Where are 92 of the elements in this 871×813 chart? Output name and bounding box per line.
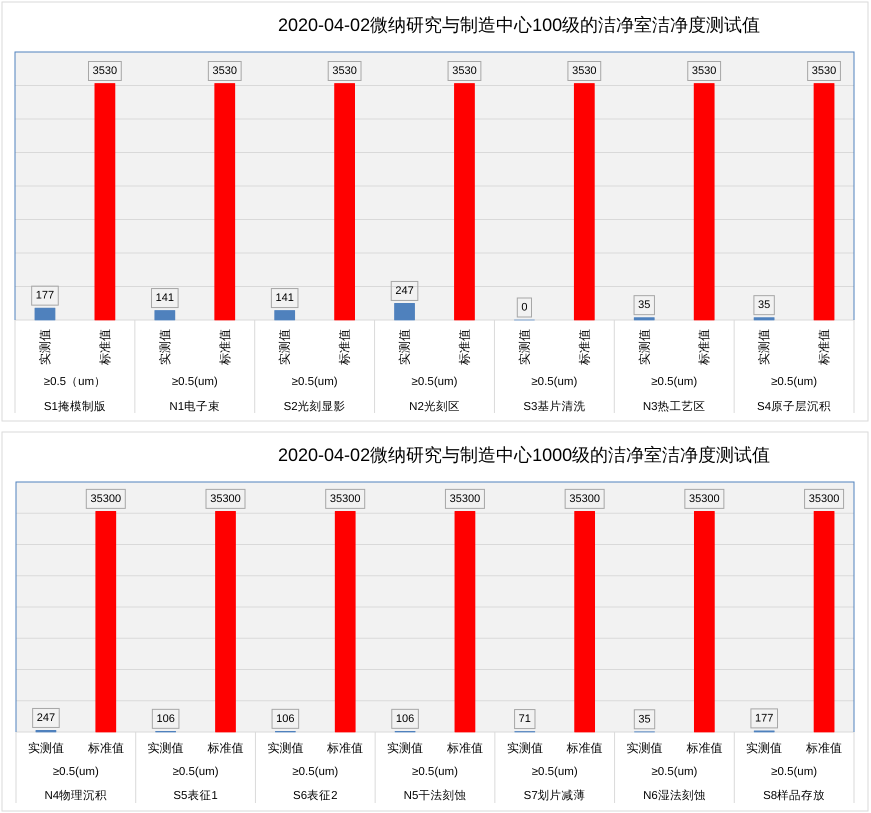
text: 实测值	[387, 741, 424, 755]
bar	[574, 83, 595, 320]
bar	[95, 510, 116, 732]
data-label: 247	[395, 284, 414, 297]
data-label: 3530	[92, 64, 118, 77]
bar	[454, 83, 475, 320]
text: 标准值	[218, 329, 232, 365]
data-label: 35300	[808, 492, 840, 505]
text: 实测值	[506, 741, 543, 755]
bar	[814, 83, 834, 320]
text: 实测值	[278, 329, 292, 365]
bar	[574, 510, 596, 732]
x-tick-label: ≥0.5(um) N6湿法刻蚀	[643, 766, 706, 802]
data-label: 3530	[812, 64, 836, 77]
bar	[334, 83, 355, 320]
data-label: 35	[638, 299, 650, 312]
text: 实测值	[28, 741, 64, 755]
text: 标准值	[208, 741, 244, 755]
x-tick-label: ≥0.5(um) N5干法刻蚀	[404, 766, 466, 802]
bar	[274, 310, 296, 320]
x-tick-label: ≥0.5(um) S4原子层沉积	[757, 376, 832, 413]
data-label: 106	[156, 712, 175, 725]
x-tick-label: ≥0.5(um) S3基片清洗	[523, 376, 586, 413]
text: 实测值	[626, 741, 662, 755]
data-label: 247	[36, 712, 56, 724]
text: 标准值	[98, 329, 112, 366]
bar	[694, 83, 715, 320]
data-label: 3530	[692, 64, 716, 77]
bar	[154, 310, 176, 320]
x-tick-label: ≥0.5(um) S8样品存放	[763, 766, 826, 802]
x-tick-label: ≥0.5(um) S5表征1	[172, 766, 219, 802]
text: 实测值	[158, 329, 172, 365]
text: 标准值	[566, 741, 603, 755]
data-label: 35300	[330, 492, 361, 505]
x-tick-label: ≥0.5(um) S6表征2	[292, 766, 338, 802]
text: 标准值	[806, 741, 842, 755]
bar	[394, 303, 415, 320]
chart-title: 2020-04-02微纳研究与制造中心1000级的洁净室洁净度测试值	[278, 445, 770, 465]
text: 实测值	[746, 741, 782, 755]
data-label: 141	[276, 292, 294, 304]
text: 标准值	[686, 741, 722, 755]
data-label: 35300	[569, 492, 600, 505]
x-tick-label: ≥0.5(um) S7划片减薄	[524, 766, 586, 802]
data-label: 177	[755, 712, 774, 724]
x-tick-label: ≥0.5（um） S1掩模制版	[44, 376, 106, 413]
data-label: 3530	[452, 64, 477, 77]
data-label: 35300	[689, 492, 720, 505]
text: 标准值	[817, 329, 832, 365]
data-label: 3530	[332, 64, 357, 77]
series-label: 标准值	[446, 741, 483, 755]
text: 实测值	[637, 329, 652, 365]
text: 标准值	[577, 329, 592, 365]
text: 实测值	[398, 329, 412, 365]
text: 实测值	[38, 329, 52, 365]
bar	[634, 317, 655, 320]
x-tick-label: ≥0.5(um) N1电子束	[169, 376, 220, 413]
data-label: 3530	[572, 64, 597, 77]
data-label: 35300	[90, 492, 122, 505]
data-label: 141	[156, 292, 174, 304]
data-label: 106	[396, 712, 414, 725]
x-tick-label: ≥0.5(um) N2光刻区	[409, 376, 460, 413]
data-label: 35	[758, 299, 770, 312]
x-tick-label: ≥0.5(um) N3热工艺区	[642, 376, 706, 413]
bar	[94, 83, 116, 320]
data-label: 71	[518, 713, 531, 726]
x-tick-label: ≥0.5(um) S2光刻显影	[284, 376, 346, 413]
chart-title: 2020-04-02微纳研究与制造中心100级的洁净室洁净度测试值	[278, 15, 760, 35]
x-tick-label: ≥0.5(um) N4物理沉积	[44, 766, 108, 802]
data-label: 3530	[212, 64, 237, 77]
bar	[814, 510, 834, 732]
data-label: 106	[276, 712, 295, 725]
bar	[454, 510, 476, 732]
bar	[754, 317, 774, 320]
text: 标准值	[697, 329, 712, 365]
bar	[694, 510, 715, 732]
text: 实测值	[517, 329, 532, 365]
bar	[34, 308, 56, 320]
text: 标准值	[457, 329, 472, 365]
text: 实测值	[757, 329, 772, 365]
text: 标准值	[338, 329, 352, 365]
bar	[215, 510, 236, 732]
data-label: 0	[521, 302, 528, 314]
bar	[334, 510, 356, 732]
text: 实测值	[267, 741, 304, 755]
data-label: 35	[638, 713, 651, 726]
data-label: 177	[36, 290, 54, 302]
text: 标准值	[327, 741, 364, 755]
text: 标准值	[88, 741, 124, 755]
data-label: 35300	[210, 492, 241, 505]
data-label: 35300	[450, 492, 480, 505]
series-label: 实测值	[148, 741, 184, 755]
bar	[214, 83, 236, 320]
